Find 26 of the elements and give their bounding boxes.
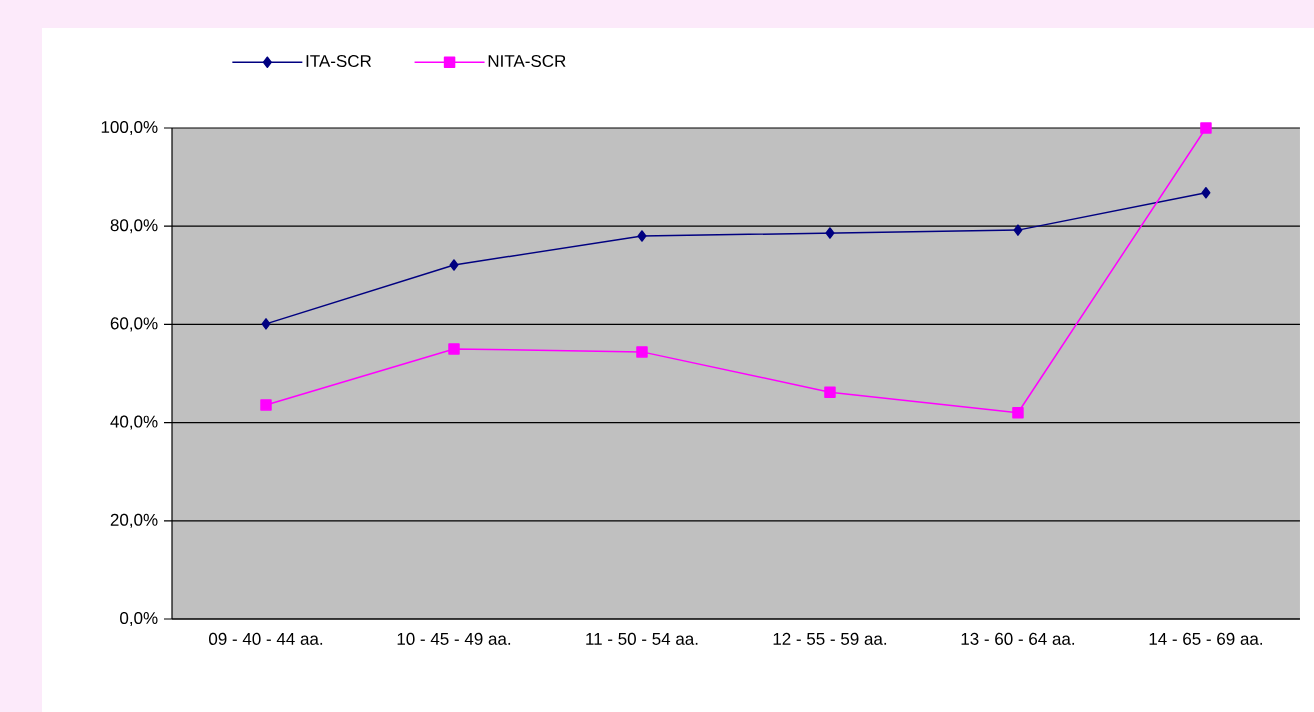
point (825, 227, 835, 239)
point (636, 346, 648, 358)
point (448, 343, 460, 355)
x-tick-label: 14 - 65 - 69 aa. (1149, 632, 1263, 645)
point (449, 259, 459, 271)
point (824, 386, 836, 398)
y-tick-label: 20,0% (110, 513, 158, 528)
point (261, 318, 271, 330)
x-tick-label: 12 - 55 - 59 aa. (773, 632, 887, 645)
point (637, 230, 647, 242)
x-tick-label: 10 - 45 - 49 aa. (397, 632, 511, 645)
y-tick-label: 60,0% (110, 317, 158, 332)
point (1013, 224, 1023, 236)
y-tick-label: 0,0% (120, 611, 158, 627)
point (1012, 407, 1024, 419)
point (260, 399, 272, 411)
y-tick-label: 100,0% (101, 120, 158, 135)
x-tick-label: 13 - 60 - 64 aa. (961, 632, 1075, 645)
point (1200, 122, 1212, 134)
y-tick-label: 40,0% (110, 415, 158, 430)
legend-label: NITA-SCR (488, 54, 566, 68)
x-tick-label: 09 - 40 - 44 aa. (209, 632, 323, 645)
legend-label: ITA-SCR (306, 54, 372, 68)
x-tick-label: 11 - 50 - 54 aa. (586, 632, 698, 645)
y-tick-label: 80,0% (110, 219, 158, 234)
point (1201, 187, 1211, 199)
